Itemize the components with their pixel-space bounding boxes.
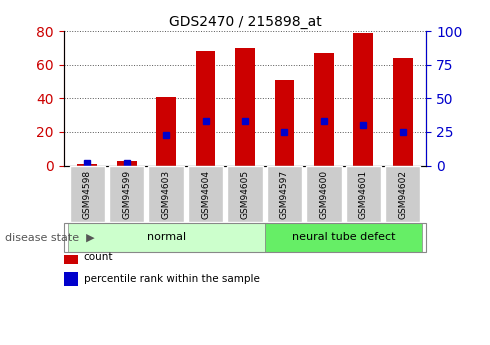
Text: GSM94599: GSM94599	[122, 169, 131, 219]
Bar	[156, 97, 176, 166]
Text: GSM94597: GSM94597	[280, 169, 289, 219]
FancyBboxPatch shape	[385, 166, 420, 222]
FancyBboxPatch shape	[68, 223, 265, 252]
Text: GSM94603: GSM94603	[162, 169, 171, 219]
Text: GSM94605: GSM94605	[241, 169, 249, 219]
Title: GDS2470 / 215898_at: GDS2470 / 215898_at	[169, 14, 321, 29]
FancyBboxPatch shape	[70, 166, 105, 222]
Text: GSM94602: GSM94602	[398, 169, 407, 219]
FancyBboxPatch shape	[267, 166, 302, 222]
FancyBboxPatch shape	[265, 223, 422, 252]
FancyBboxPatch shape	[345, 166, 381, 222]
Text: GSM94598: GSM94598	[83, 169, 92, 219]
Bar	[196, 51, 216, 166]
Bar	[117, 160, 137, 166]
Bar	[353, 33, 373, 166]
Bar	[393, 58, 413, 166]
Bar	[77, 164, 97, 166]
Text: GSM94600: GSM94600	[319, 169, 328, 219]
Text: GSM94604: GSM94604	[201, 169, 210, 219]
Bar	[64, 272, 78, 286]
FancyBboxPatch shape	[109, 166, 145, 222]
Bar	[235, 48, 255, 166]
Bar	[274, 80, 294, 166]
FancyBboxPatch shape	[188, 166, 223, 222]
FancyBboxPatch shape	[148, 166, 184, 222]
Text: normal: normal	[147, 232, 186, 242]
Text: disease state  ▶: disease state ▶	[5, 232, 95, 242]
Bar	[314, 53, 334, 166]
Text: count: count	[84, 252, 113, 262]
Bar	[64, 249, 78, 264]
FancyBboxPatch shape	[306, 166, 342, 222]
FancyBboxPatch shape	[227, 166, 263, 222]
Text: GSM94601: GSM94601	[359, 169, 368, 219]
Text: percentile rank within the sample: percentile rank within the sample	[84, 274, 260, 284]
Text: neural tube defect: neural tube defect	[292, 232, 395, 242]
